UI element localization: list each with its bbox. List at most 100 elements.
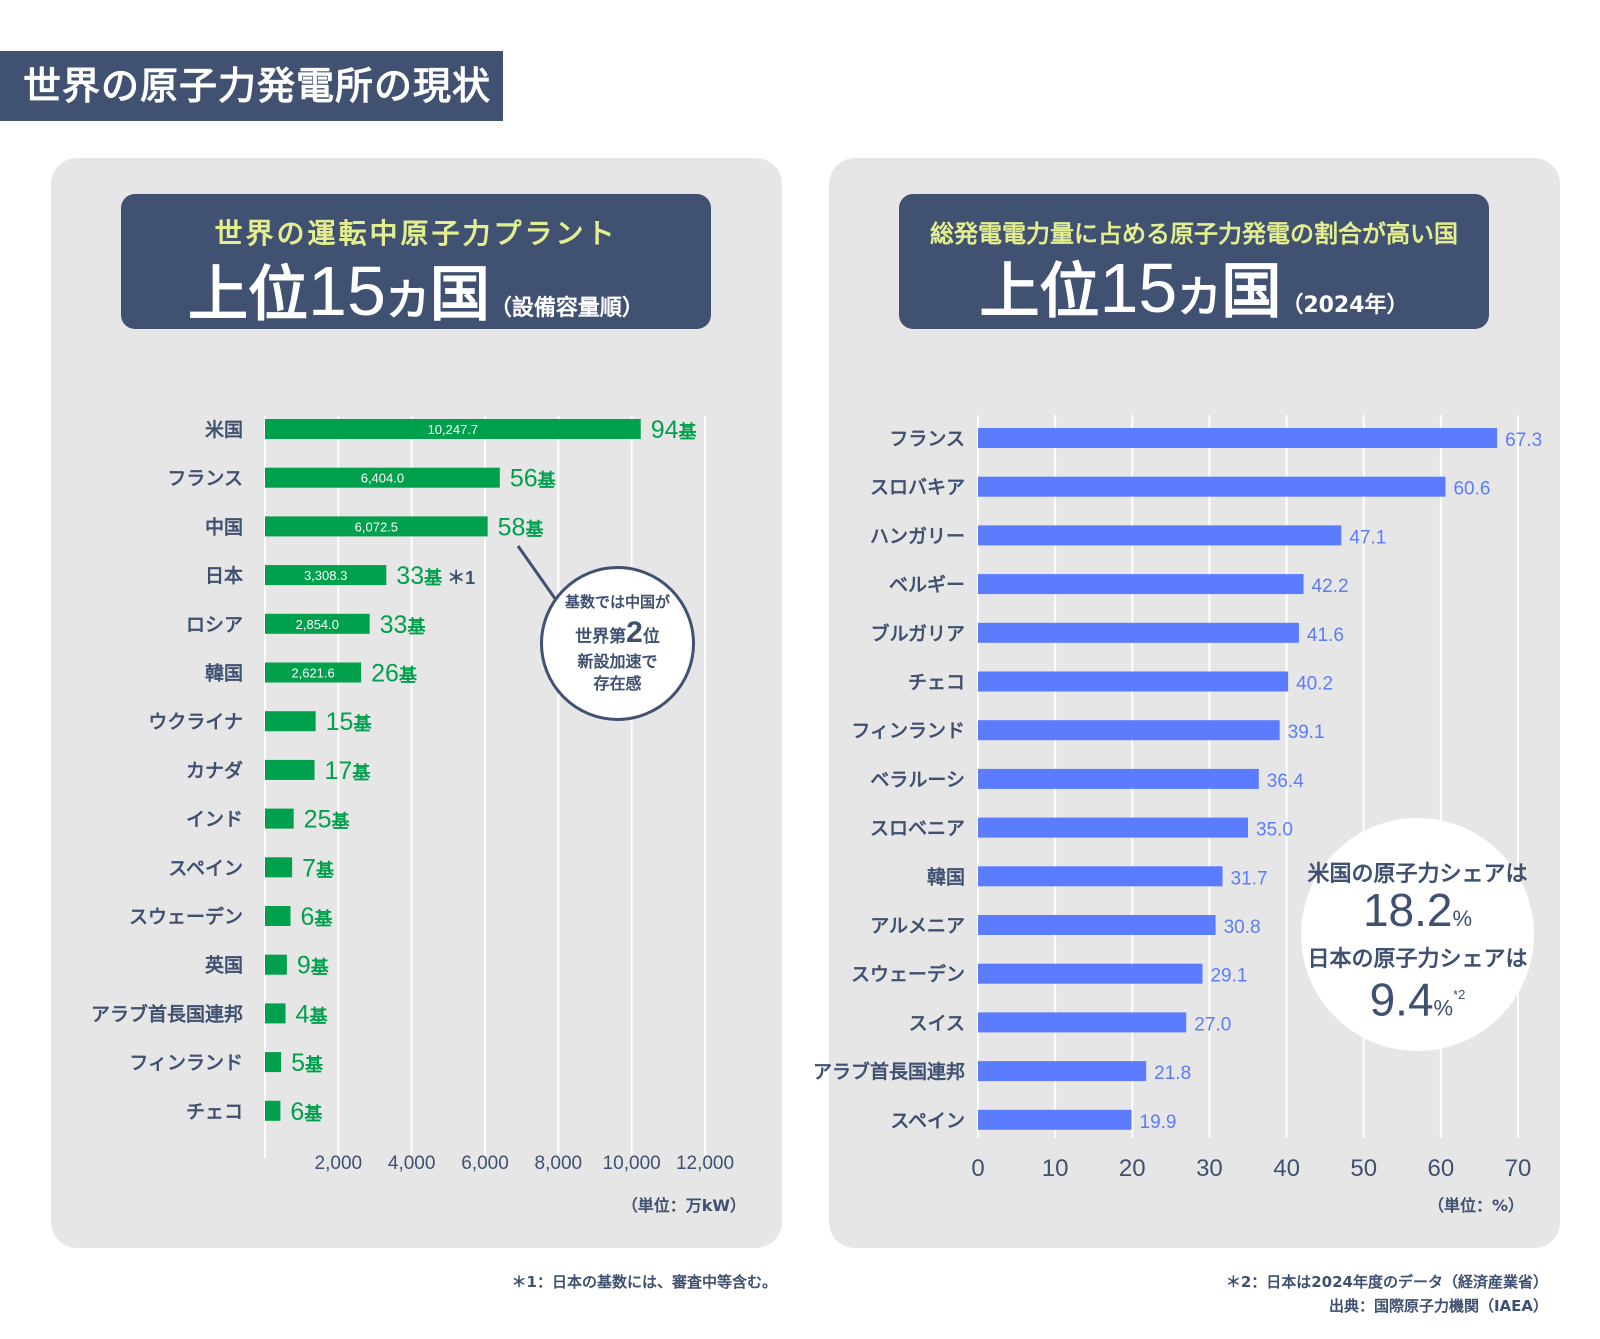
x-tick-label: 10 [1042, 1155, 1069, 1182]
callout-line3: 新設加速で [577, 652, 658, 671]
x-tick-label: 2,000 [315, 1153, 363, 1174]
share-summary-circle: 米国の原子力シェアは 18.2% 日本の原子力シェアは 9.4%*2 [1301, 818, 1534, 1051]
bar-value-label: 67.3 [1505, 430, 1542, 451]
reactor-count-label: 6基 [290, 1098, 323, 1126]
header-ka: カ [1177, 272, 1222, 323]
x-tick-label: 8,000 [535, 1153, 583, 1174]
category-label: フランス [167, 468, 243, 490]
bar-value-label: 40.2 [1296, 674, 1333, 695]
jp-share-value-line: 9.4%*2 [1301, 973, 1534, 1030]
bar-value-label: 27.0 [1194, 1014, 1231, 1035]
bar [265, 662, 362, 683]
bar-value-label: 2,854.0 [296, 617, 339, 632]
reactor-count-label: 4基 [296, 1000, 329, 1028]
source-note: 出典：国際原子力機関（IAEA） [1328, 1297, 1548, 1315]
category-label: ベルギー [889, 574, 965, 596]
x-tick-label: 40 [1273, 1155, 1300, 1182]
reactor-count-label: 5基 [291, 1049, 324, 1077]
page-title: 世界の原子力発電所の現状 [0, 51, 503, 121]
reactor-count-label: 33基 [380, 611, 427, 639]
category-label: 中国 [205, 515, 243, 538]
category-label: ベラルーシ [870, 769, 965, 791]
jp-share-label: 日本の原子力シェアは [1307, 947, 1528, 972]
category-label: ハンガリー [870, 525, 965, 547]
jp-share-note: *2 [1453, 987, 1466, 1002]
bar-value-label: 31.7 [1231, 868, 1268, 889]
bar-value-label: 35.0 [1256, 820, 1293, 841]
bar [265, 1052, 282, 1073]
jp-share-percent: % [1433, 995, 1454, 1021]
bar-value-label: 2,621.6 [291, 666, 334, 681]
bar-value-label: 41.6 [1307, 625, 1344, 646]
bar [265, 711, 316, 732]
header-prefix: 上位 [979, 257, 1100, 327]
header-koku: 国 [1221, 257, 1282, 327]
bar [265, 467, 500, 488]
reactor-count-label: 94基 [651, 416, 698, 444]
capacity-header-subtitle: 世界の運転中原子力プラント [214, 217, 618, 250]
reactor-count-label: 7基 [302, 854, 335, 882]
share-header-title: 上位15カ国（2024年） [899, 253, 1489, 342]
capacity-unit-note: （単位：万kW） [622, 1196, 746, 1215]
jp-share-value: 9.4 [1369, 973, 1434, 1026]
callout-line2: 世界第2位 [543, 616, 692, 650]
callout-line2-suffix: 位 [642, 627, 660, 647]
reactor-count-label: 26基 [371, 660, 418, 688]
reactor-count-label: 15基 [326, 708, 373, 736]
bar [978, 1012, 1187, 1033]
header-note: （設備容量順） [489, 296, 644, 321]
header-number: 15 [1099, 249, 1178, 327]
category-label: 日本 [205, 564, 243, 587]
reactor-count-label: 56基 [510, 465, 557, 493]
bar [978, 476, 1446, 497]
category-label: 英国 [205, 954, 243, 977]
bar [265, 906, 291, 926]
bar [265, 419, 641, 439]
category-label: スイス [909, 1012, 965, 1034]
bar [978, 866, 1223, 887]
header-note: （2024年） [1281, 293, 1409, 318]
category-label: チェコ [908, 672, 965, 694]
bar [978, 963, 1203, 984]
capacity-header: 世界の運転中原子力プラント 上位15カ国（設備容量順） [121, 194, 711, 330]
bar-value-label: 36.4 [1267, 771, 1304, 792]
bar [265, 1100, 281, 1121]
us-share-label: 米国の原子力シェアは [1307, 862, 1528, 887]
bar [978, 915, 1216, 935]
china-callout: 基数では中国が 世界第2位 新設加速で 存在感 [540, 566, 695, 721]
bar [978, 1061, 1147, 1082]
share-header: 総発電電力量に占める原子力発電の割合が高い国 上位15カ国（2024年） [899, 194, 1489, 329]
reactor-count-label: 6基 [300, 903, 333, 931]
footnote-2: ＊2：日本は2024年度のデータ（経済産業省） [1225, 1273, 1548, 1291]
bar-value-label: 19.9 [1140, 1112, 1177, 1133]
reactor-count-label: 9基 [297, 952, 330, 980]
category-label: チェコ [186, 1101, 243, 1123]
header-ka: カ [385, 275, 430, 326]
bar [978, 768, 1259, 789]
callout-line4: 存在感 [593, 674, 642, 693]
bar [978, 622, 1299, 643]
category-label: アラブ首長国連邦 [91, 1002, 243, 1025]
reactor-count-label: 33基 ＊1 [396, 562, 475, 590]
x-tick-label: 12,000 [676, 1153, 734, 1174]
us-share-value-line: 18.2% [1301, 887, 1534, 941]
bar-value-label: 42.2 [1312, 576, 1349, 597]
header-prefix: 上位 [188, 260, 309, 330]
bar-value-label: 6,072.5 [355, 519, 398, 534]
bar [265, 1003, 286, 1024]
bar [978, 671, 1289, 692]
category-label: ロシア [186, 614, 243, 636]
category-label: スウェーデン [851, 963, 965, 986]
reactor-count-label: 17基 [325, 757, 372, 785]
x-tick-label: 0 [971, 1155, 984, 1182]
bar-value-label: 10,247.7 [428, 422, 479, 437]
share-chart: 0 10 20 30 40 50 60 70 フランス 67.3 スロバキア 60.6 ハンガリー 47.… [813, 415, 1542, 1182]
category-label: スペイン [168, 857, 243, 879]
category-label: スペイン [890, 1110, 965, 1132]
bar-value-label: 3,308.3 [304, 568, 347, 583]
category-label: アルメニア [870, 915, 965, 937]
category-label: フィンランド [129, 1052, 243, 1074]
callout-rank-number: 2 [626, 616, 643, 649]
category-label: スロバキア [870, 477, 965, 499]
